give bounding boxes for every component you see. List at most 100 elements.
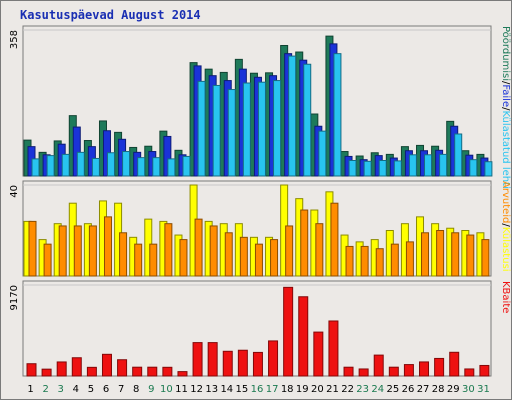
- bar-bottom-0-15: [237, 349, 248, 377]
- bar-top-2-5: [91, 157, 100, 177]
- bar-bottom-0-3: [56, 361, 67, 377]
- bar-bottom-0-17: [268, 340, 279, 377]
- bar-middle-1-22: [345, 245, 354, 277]
- bar-top-2-18: [288, 55, 297, 177]
- bar-top-2-22: [348, 160, 357, 177]
- bar-top-2-11: [182, 155, 191, 177]
- bar-bottom-0-16: [252, 351, 263, 377]
- bar-bottom-0-29: [449, 351, 460, 377]
- bar-bottom-0-20: [313, 331, 324, 377]
- bar-bottom-0-12: [192, 342, 203, 377]
- bar-top-2-24: [378, 160, 387, 177]
- bar-bottom-0-21: [328, 320, 339, 377]
- bar-top-2-31: [484, 161, 493, 177]
- bar-middle-1-21: [330, 202, 339, 277]
- bar-middle-1-11: [179, 239, 188, 277]
- y-axis-label-middle: Arvuteid/Külastusi: [500, 181, 511, 272]
- bar-middle-1-30: [466, 234, 475, 277]
- bar-top-2-28: [439, 153, 448, 177]
- bar-bottom-0-31: [479, 364, 490, 377]
- bar-middle-1-27: [421, 232, 430, 277]
- bar-middle-1-9: [149, 243, 158, 277]
- bar-bottom-0-23: [358, 368, 369, 377]
- bar-middle-1-25: [390, 243, 399, 277]
- x-tick-label-17: 17: [266, 384, 279, 395]
- x-tick-label-31: 31: [477, 384, 490, 395]
- bar-top-2-26: [408, 154, 417, 177]
- bar-top-2-9: [152, 157, 161, 177]
- bar-middle-1-5: [88, 225, 97, 277]
- bar-middle-1-8: [134, 243, 143, 277]
- y-max-label-top: 358: [9, 30, 20, 49]
- bar-bottom-0-7: [117, 359, 128, 377]
- x-tick-label-28: 28: [432, 384, 445, 395]
- x-tick-label-25: 25: [387, 384, 400, 395]
- x-tick-label-9: 9: [148, 384, 154, 395]
- bar-bottom-0-18: [283, 286, 294, 377]
- bar-bottom-0-28: [434, 357, 445, 377]
- bar-top-2-1: [31, 158, 40, 177]
- bar-middle-1-19: [300, 209, 309, 277]
- bar-top-2-19: [303, 63, 312, 177]
- bar-top-2-7: [122, 151, 131, 177]
- x-tick-label-15: 15: [236, 384, 249, 395]
- bar-top-2-25: [393, 160, 402, 177]
- bar-middle-1-31: [481, 239, 490, 277]
- bar-top-2-20: [318, 130, 327, 177]
- bar-top-2-3: [61, 153, 70, 177]
- bar-bottom-0-19: [298, 296, 309, 377]
- x-tick-label-19: 19: [296, 384, 309, 395]
- bar-top-2-12: [197, 80, 206, 177]
- y-axis-label-part: Külastatud lehti: [500, 110, 511, 188]
- y-axis-label-part: Pöördumisi: [500, 26, 511, 81]
- x-tick-label-6: 6: [103, 384, 109, 395]
- bar-bottom-0-30: [464, 368, 475, 377]
- y-axis-label-part: /: [500, 223, 511, 227]
- x-tick-label-12: 12: [190, 384, 203, 395]
- x-tick-label-16: 16: [251, 384, 264, 395]
- y-axis-label-part: Arvuteid: [500, 181, 511, 223]
- bar-top-2-17: [273, 80, 282, 177]
- y-axis-label-bottom: KBaite: [500, 281, 511, 313]
- bar-middle-1-18: [285, 225, 294, 277]
- x-tick-label-30: 30: [462, 384, 475, 395]
- y-axis-label-part: KBaite: [500, 281, 511, 313]
- bar-middle-1-10: [164, 223, 173, 277]
- y-max-label-bottom: 9170: [9, 285, 20, 310]
- bar-bottom-0-24: [373, 354, 384, 377]
- bar-middle-1-28: [436, 230, 445, 277]
- bar-middle-1-12: [194, 218, 203, 277]
- y-axis-label-part: Faile: [500, 84, 511, 107]
- bar-top-2-21: [333, 53, 342, 177]
- bar-top-2-30: [469, 159, 478, 177]
- bar-top-2-4: [76, 151, 85, 177]
- bar-middle-1-23: [360, 245, 369, 277]
- y-axis-label-top: Pöördumisi/Faile/Külastatud lehti: [500, 26, 511, 189]
- y-axis-label-part: Külastusi: [500, 227, 511, 272]
- y-axis-label-part: /: [500, 107, 511, 111]
- bar-top-2-8: [137, 157, 146, 177]
- x-tick-label-5: 5: [88, 384, 94, 395]
- bar-top-2-15: [242, 82, 251, 177]
- bar-top-2-16: [257, 81, 266, 177]
- y-axis-label-part: /: [500, 81, 511, 85]
- x-tick-label-22: 22: [341, 384, 354, 395]
- bar-bottom-0-13: [207, 342, 218, 377]
- bar-bottom-0-22: [343, 366, 354, 377]
- x-tick-label-10: 10: [160, 384, 173, 395]
- x-tick-label-11: 11: [175, 384, 188, 395]
- bar-middle-1-24: [375, 248, 384, 277]
- bar-bottom-0-10: [162, 366, 173, 377]
- x-tick-label-21: 21: [326, 384, 339, 395]
- x-tick-label-3: 3: [58, 384, 64, 395]
- bar-bottom-0-1: [26, 363, 37, 377]
- x-tick-label-24: 24: [371, 384, 384, 395]
- x-tick-label-29: 29: [447, 384, 460, 395]
- bar-top-2-6: [106, 152, 115, 177]
- x-tick-label-2: 2: [42, 384, 48, 395]
- bar-middle-1-4: [73, 225, 82, 277]
- bar-middle-1-3: [58, 225, 67, 277]
- x-tick-label-26: 26: [402, 384, 415, 395]
- x-tick-label-8: 8: [133, 384, 139, 395]
